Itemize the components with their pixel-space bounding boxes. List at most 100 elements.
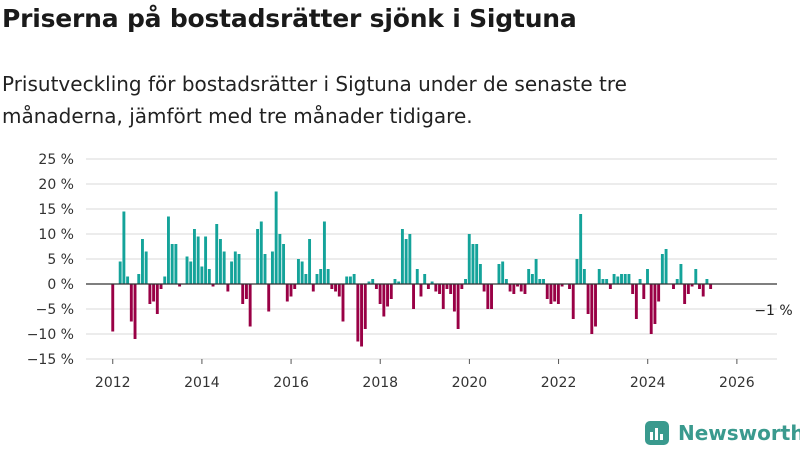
bar	[631, 284, 635, 294]
bar	[672, 284, 675, 289]
bar	[638, 279, 642, 284]
bar	[237, 254, 241, 284]
bar	[438, 284, 441, 294]
bar	[148, 284, 152, 304]
bar	[549, 284, 553, 304]
bar	[230, 261, 234, 284]
bar	[185, 256, 189, 284]
y-tick-label: −10 %	[27, 327, 74, 343]
bar	[579, 214, 583, 284]
bar	[653, 284, 657, 324]
bar	[675, 279, 679, 284]
bar	[482, 284, 486, 292]
bar	[308, 239, 312, 284]
bar	[560, 284, 564, 287]
y-tick-label: −15 %	[27, 352, 74, 368]
bar	[605, 279, 609, 284]
bar	[530, 274, 534, 284]
bar	[326, 269, 330, 284]
bar	[404, 239, 408, 284]
bar	[137, 274, 141, 284]
bar	[582, 269, 586, 284]
bar	[519, 284, 523, 292]
bar	[126, 276, 130, 284]
bar	[330, 284, 334, 289]
bar	[690, 284, 694, 287]
bar	[163, 276, 167, 284]
newsworthy-logo-icon	[645, 421, 669, 445]
bar	[382, 284, 386, 317]
bar	[311, 284, 315, 292]
bar	[289, 284, 293, 297]
bar	[322, 221, 326, 284]
bar	[196, 236, 200, 284]
bar	[211, 284, 215, 287]
bar	[207, 269, 211, 284]
bar	[189, 261, 193, 284]
x-tick-label: 2012	[95, 375, 131, 391]
bar	[408, 234, 412, 284]
bar	[337, 284, 341, 297]
bar	[586, 284, 590, 314]
bar	[241, 284, 245, 304]
bar	[620, 274, 623, 284]
bar	[698, 284, 701, 289]
bar	[122, 211, 126, 284]
bar	[374, 284, 378, 289]
bar	[282, 244, 286, 284]
bar	[378, 284, 382, 304]
bar	[152, 284, 156, 302]
bar	[660, 254, 664, 284]
bar	[590, 284, 594, 334]
bar	[360, 284, 364, 347]
bar	[397, 281, 401, 284]
bar	[523, 284, 527, 294]
bar	[601, 279, 605, 284]
bar	[315, 274, 319, 284]
bar	[627, 274, 631, 284]
bar	[244, 284, 248, 299]
bar	[709, 284, 713, 289]
bar	[534, 259, 538, 284]
bar	[352, 274, 356, 284]
bar	[285, 284, 289, 302]
bar	[575, 259, 579, 284]
bar	[434, 284, 438, 292]
bar	[497, 264, 501, 284]
bar	[371, 279, 375, 284]
bar	[341, 284, 345, 322]
bar	[233, 251, 237, 284]
bar	[393, 279, 397, 284]
bar	[278, 234, 282, 284]
bar	[218, 239, 222, 284]
bar	[527, 269, 531, 284]
bar	[270, 251, 274, 284]
x-tick-label: 2020	[452, 375, 488, 391]
bar	[129, 284, 133, 322]
y-tick-label: 15 %	[38, 202, 74, 218]
bar	[274, 191, 278, 284]
x-tick-label: 2026	[719, 375, 755, 391]
bar	[389, 284, 393, 299]
y-tick-label: 0 %	[47, 277, 74, 293]
bar	[475, 244, 479, 284]
y-tick-label: 25 %	[38, 152, 74, 168]
bar	[460, 284, 464, 289]
bar	[293, 284, 297, 289]
bar	[412, 284, 415, 309]
bar	[426, 284, 430, 289]
bar	[259, 221, 263, 284]
bar	[597, 269, 601, 284]
x-tick-label: 2024	[630, 375, 666, 391]
bar	[608, 284, 612, 289]
bar	[486, 284, 490, 309]
bar	[356, 284, 360, 342]
brand-logo[interactable]: Newsworthy	[644, 420, 800, 446]
bar	[167, 216, 170, 284]
bar	[419, 284, 423, 297]
bar	[504, 279, 508, 284]
bar	[512, 284, 516, 294]
bar	[430, 281, 434, 284]
bar	[263, 254, 267, 284]
